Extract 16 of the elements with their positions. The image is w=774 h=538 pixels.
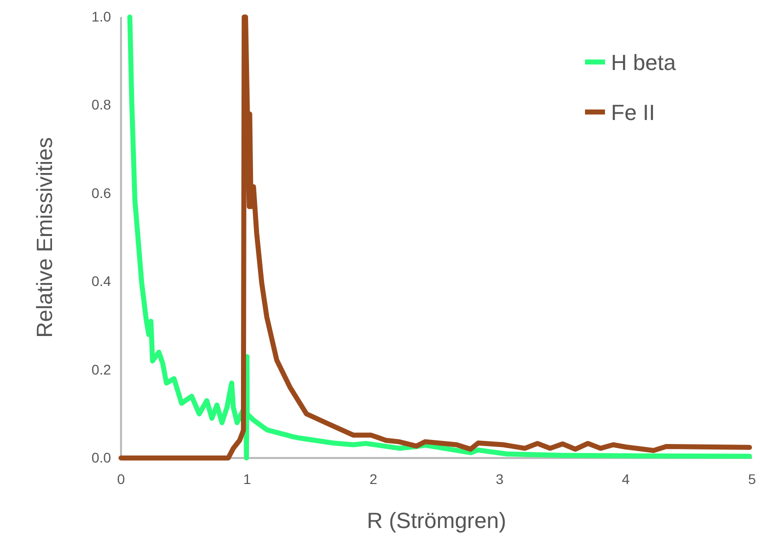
y-tick-label: 0.8 <box>92 96 112 113</box>
y-tick-label: 0.0 <box>92 449 112 466</box>
x-tick-label: 5 <box>748 470 756 487</box>
y-tick-label: 0.6 <box>92 184 112 201</box>
x-tick-label: 3 <box>496 470 504 487</box>
y-tick-label: 0.2 <box>92 361 112 378</box>
legend-label: Fe II <box>611 100 656 125</box>
x-tick-label: 4 <box>622 470 630 487</box>
legend-label: H beta <box>611 50 677 75</box>
y-tick-label: 1.0 <box>92 8 112 24</box>
y-axis-title: Relative Emissivities <box>32 137 57 338</box>
x-tick-label: 1 <box>243 470 252 487</box>
x-tick-label: 2 <box>370 470 378 487</box>
x-axis-title: R (Strömgren) <box>366 508 506 533</box>
x-tick-label: 0 <box>117 470 126 487</box>
y-tick-label: 0.4 <box>92 273 112 290</box>
